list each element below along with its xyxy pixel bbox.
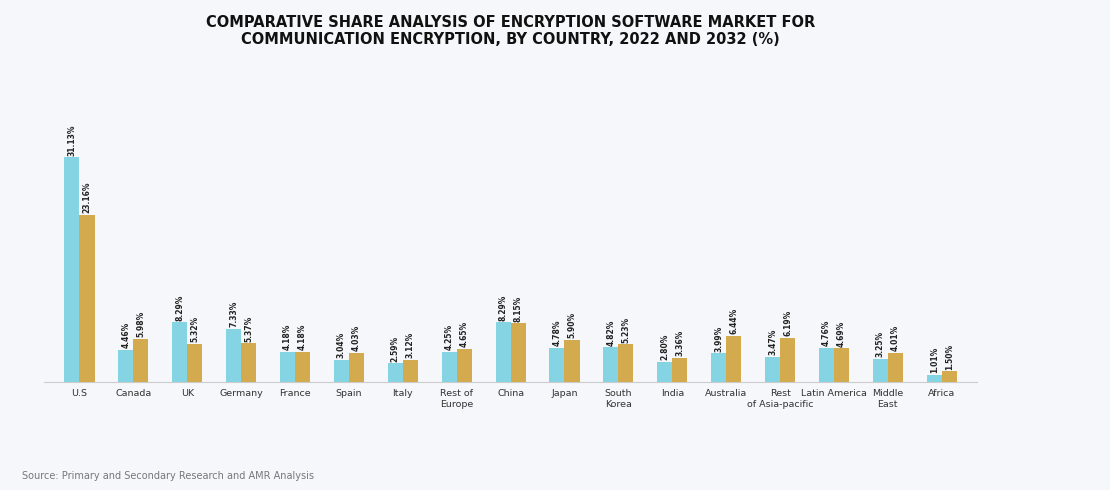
Text: 4.01%: 4.01% (891, 325, 900, 351)
Bar (442, 351, 456, 382)
Bar (618, 344, 634, 382)
Text: 6.19%: 6.19% (784, 310, 793, 336)
Text: 8.15%: 8.15% (514, 295, 523, 321)
Text: 4.82%: 4.82% (606, 319, 615, 345)
Text: Source: Primary and Secondary Research and AMR Analysis: Source: Primary and Secondary Research a… (22, 471, 314, 481)
Text: 1.01%: 1.01% (930, 347, 939, 373)
Bar (549, 348, 565, 382)
Text: 3.25%: 3.25% (876, 331, 885, 357)
Text: 3.04%: 3.04% (336, 332, 346, 359)
Bar (673, 358, 687, 382)
Bar (511, 323, 526, 382)
Bar (872, 359, 888, 382)
Bar (295, 352, 310, 382)
Text: 5.23%: 5.23% (622, 317, 630, 343)
Text: 5.90%: 5.90% (567, 312, 576, 338)
Text: 4.76%: 4.76% (821, 319, 831, 346)
Bar (941, 371, 957, 382)
Text: 4.03%: 4.03% (352, 325, 361, 351)
Bar (819, 348, 834, 382)
Text: 4.78%: 4.78% (553, 319, 562, 346)
Bar (927, 375, 941, 382)
Text: 3.47%: 3.47% (768, 329, 777, 355)
Text: 4.25%: 4.25% (445, 323, 454, 350)
Text: 5.37%: 5.37% (244, 316, 253, 342)
Bar (834, 348, 849, 382)
Bar (657, 362, 673, 382)
Text: 23.16%: 23.16% (82, 182, 91, 213)
Bar (495, 322, 511, 382)
Bar (226, 329, 241, 382)
Bar (403, 360, 417, 382)
Bar (604, 347, 618, 382)
Bar (387, 364, 403, 382)
Bar (133, 339, 149, 382)
Text: 3.99%: 3.99% (714, 325, 723, 352)
Bar (780, 338, 795, 382)
Bar (712, 353, 726, 382)
Text: 1.50%: 1.50% (945, 343, 953, 369)
Bar (64, 157, 80, 382)
Bar (349, 353, 364, 382)
Bar (456, 348, 472, 382)
Text: 8.29%: 8.29% (175, 294, 184, 320)
Text: 8.29%: 8.29% (498, 294, 507, 320)
Text: 6.44%: 6.44% (729, 308, 738, 334)
Bar (726, 336, 741, 382)
Text: 31.13%: 31.13% (68, 124, 77, 156)
Bar (188, 344, 202, 382)
Text: 5.98%: 5.98% (137, 311, 145, 337)
Text: 4.69%: 4.69% (837, 320, 846, 346)
Bar (172, 322, 188, 382)
Bar (241, 343, 256, 382)
Bar (565, 340, 579, 382)
Text: 4.18%: 4.18% (283, 324, 292, 350)
Text: 2.59%: 2.59% (391, 336, 400, 362)
Text: 4.18%: 4.18% (299, 324, 307, 350)
Text: 2.80%: 2.80% (660, 334, 669, 360)
Text: 4.46%: 4.46% (121, 322, 130, 348)
Text: 4.65%: 4.65% (460, 320, 468, 347)
Text: 3.36%: 3.36% (675, 330, 685, 356)
Bar (888, 353, 902, 382)
Text: COMPARATIVE SHARE ANALYSIS OF ENCRYPTION SOFTWARE MARKET FOR
COMMUNICATION ENCRY: COMPARATIVE SHARE ANALYSIS OF ENCRYPTION… (206, 15, 815, 47)
Text: 7.33%: 7.33% (229, 301, 238, 327)
Bar (765, 357, 780, 382)
Bar (280, 352, 295, 382)
Bar (334, 360, 349, 382)
Text: 5.32%: 5.32% (190, 316, 200, 342)
Bar (119, 350, 133, 382)
Text: 3.12%: 3.12% (406, 332, 415, 358)
Bar (80, 215, 94, 382)
